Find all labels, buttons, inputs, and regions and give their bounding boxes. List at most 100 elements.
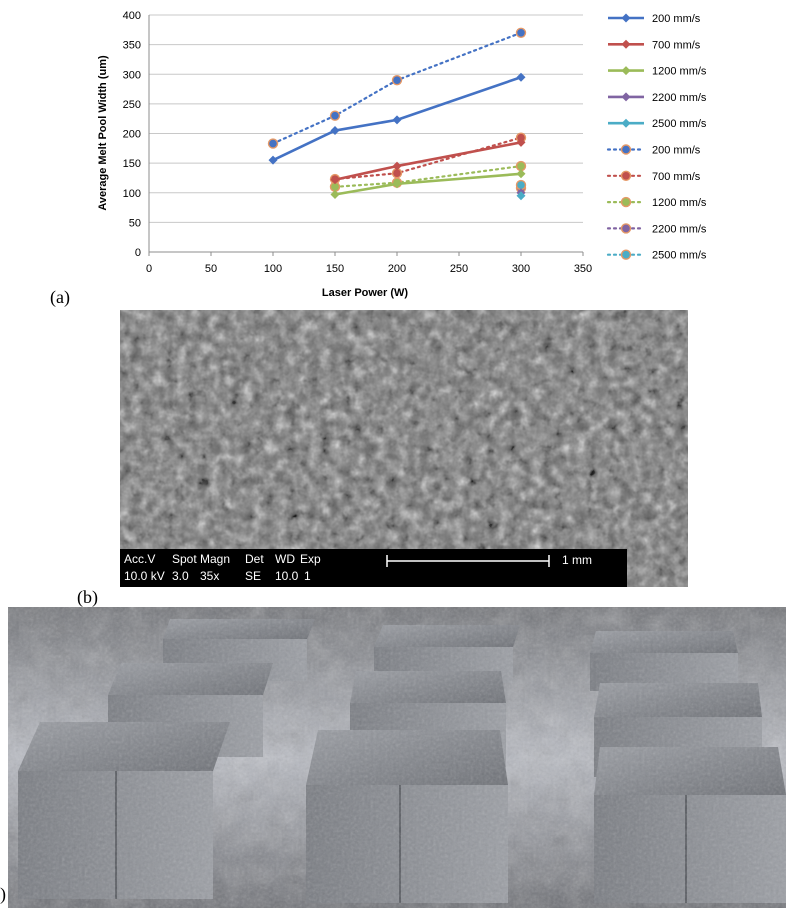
legend-label: 2500 mm/s <box>652 118 707 130</box>
sem-spot-label: Spot <box>172 552 197 566</box>
data-point <box>516 72 526 82</box>
legend-marker <box>620 223 632 234</box>
data-point <box>329 110 341 121</box>
series-dotted-200-mm-s <box>267 27 527 149</box>
data-point <box>330 126 340 136</box>
series-solid-1200-mm-s <box>330 169 526 200</box>
chart-series <box>267 27 527 201</box>
legend-label: 700 mm/s <box>652 171 701 183</box>
y-tick-label: 200 <box>123 129 141 141</box>
y-tick-label: 400 <box>123 10 141 22</box>
chart-axes: 0 50 100 150 200 250 300 350 400 0 50 100 150 200 250 3… <box>123 10 593 275</box>
y-tick-label: 150 <box>123 158 141 170</box>
legend-label: 200 mm/s <box>652 145 701 157</box>
x-tick-label: 150 <box>326 263 344 275</box>
series-line <box>334 141 522 181</box>
printed-parts-photo <box>8 607 786 908</box>
legend-item: 2200 mm/s <box>606 223 707 235</box>
legend-item: 1200 mm/s <box>606 196 707 209</box>
series-solid-2500-mm-s <box>516 191 526 201</box>
data-point <box>330 190 340 200</box>
legend-label: 2500 mm/s <box>652 250 707 262</box>
legend-marker <box>620 196 632 208</box>
data-point <box>391 74 403 86</box>
y-tick-label: 0 <box>135 247 141 259</box>
legend-item: 200 mm/s <box>608 13 701 25</box>
series-solid-700-mm-s <box>330 137 526 185</box>
x-tick-label: 350 <box>574 263 592 275</box>
sem-det-value: SE <box>245 569 262 583</box>
x-axis-label: Laser Power (W) <box>322 287 409 299</box>
sem-info-bar: Acc.V Spot Magn Det WD Exp 10.0 kV 3.0 3… <box>120 549 627 587</box>
legend-marker <box>620 170 632 182</box>
data-point <box>516 191 526 201</box>
legend-marker <box>620 249 632 260</box>
data-point <box>268 155 278 165</box>
sem-scale-bar <box>386 555 550 567</box>
sem-spot-value: 3.0 <box>172 569 189 583</box>
sem-accv-value: 10.0 kV <box>124 569 165 583</box>
legend-item: 2200 mm/s <box>608 92 707 104</box>
panel-label-b: (b) <box>77 587 98 607</box>
series-line <box>334 172 522 196</box>
series-dotted-2500-mm-s <box>515 179 527 191</box>
legend-marker <box>621 66 631 76</box>
panel-label-a: (a) <box>50 287 70 307</box>
photo-scene <box>8 607 786 908</box>
legend-label: 700 mm/s <box>652 39 701 51</box>
legend-marker <box>621 92 631 102</box>
y-tick-label: 350 <box>123 40 141 52</box>
data-point <box>392 115 402 125</box>
sem-magn-value: 35x <box>200 569 220 583</box>
legend-item: 200 mm/s <box>606 144 701 157</box>
y-axis-label: Average Melt Pool Width (um) <box>97 55 109 211</box>
series-line <box>271 31 523 145</box>
x-tick-label: 250 <box>450 263 468 275</box>
legend-item: 700 mm/s <box>606 170 701 183</box>
data-point <box>515 160 527 172</box>
legend-marker <box>621 13 631 23</box>
y-tick-label: 100 <box>123 188 141 200</box>
chart-grid <box>149 14 583 223</box>
x-tick-label: 100 <box>264 263 282 275</box>
x-tick-label: 0 <box>146 263 152 275</box>
y-tick-label: 50 <box>129 217 141 229</box>
x-tick-label: 200 <box>388 263 406 275</box>
sem-exp-label: Exp <box>300 552 321 566</box>
sem-det-label: Det <box>245 552 264 566</box>
data-point <box>515 179 527 191</box>
legend-item: 1200 mm/s <box>608 66 707 78</box>
sem-wd-label: WD <box>275 552 295 566</box>
series-solid-200-mm-s <box>268 72 526 165</box>
legend-label: 1200 mm/s <box>652 197 707 209</box>
chart-legend: 200 mm/s 700 mm/s 1200 mm/s 2200 mm/s 2500 m… <box>606 13 707 262</box>
melt-pool-chart: 0 50 100 150 200 250 300 350 400 0 50 100 150 200 250 3… <box>97 10 707 299</box>
sem-wd-value: 10.0 <box>275 569 299 583</box>
legend-marker <box>621 118 631 128</box>
legend-item: 700 mm/s <box>608 39 701 51</box>
sem-magn-label: Magn <box>200 552 231 566</box>
legend-label: 2200 mm/s <box>652 223 707 235</box>
legend-marker <box>621 39 631 49</box>
data-point <box>330 175 340 185</box>
data-point <box>392 161 402 171</box>
legend-item: 2500 mm/s <box>606 249 707 262</box>
data-point <box>516 169 526 179</box>
x-tick-label: 50 <box>205 263 217 275</box>
y-tick-label: 250 <box>123 99 141 111</box>
sem-texture <box>120 310 688 587</box>
legend-label: 200 mm/s <box>652 13 701 25</box>
data-point <box>392 179 402 189</box>
sem-micrograph: Acc.V Spot Magn Det WD Exp 10.0 kV 3.0 3… <box>120 310 688 587</box>
sem-exp-value: 1 <box>304 569 311 583</box>
series-line <box>272 75 522 162</box>
sem-scale-text: 1 mm <box>562 553 592 567</box>
data-point <box>516 137 526 147</box>
panel-label-c: ) <box>0 884 6 904</box>
data-point <box>515 27 527 38</box>
legend-marker <box>620 144 632 155</box>
sem-accv-label: Acc.V <box>124 552 156 566</box>
data-point <box>267 138 279 149</box>
legend-label: 2200 mm/s <box>652 92 707 104</box>
legend-item: 2500 mm/s <box>608 118 707 130</box>
